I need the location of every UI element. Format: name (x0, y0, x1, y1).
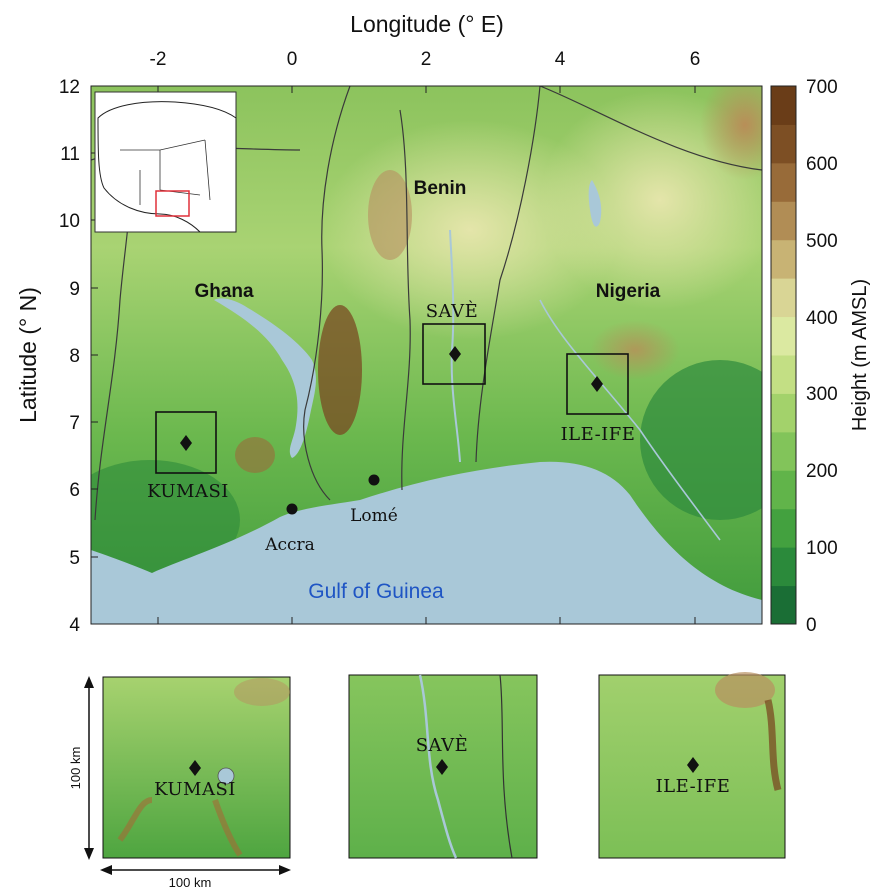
inset-panel-kumasi: KUMASI (102, 676, 291, 859)
site-label: ILE-IFE (561, 424, 636, 445)
y-tick-label: 8 (69, 346, 80, 367)
gulf-of-guinea (91, 461, 762, 624)
inset-site-label: KUMASI (154, 779, 236, 800)
border-togo-benin (399, 109, 411, 491)
africa-borders (120, 139, 211, 205)
colorbar-label: Height (m AMSL) (849, 279, 871, 431)
colorbar-tick-label: 100 (806, 538, 838, 559)
atakora-ridge (368, 170, 412, 260)
city-label-accra: Accra (264, 535, 315, 555)
colorbar-band (771, 162, 796, 202)
colorbar-band (771, 355, 796, 394)
colorbar-band (771, 547, 796, 587)
border-north-benin (539, 86, 762, 171)
x-tick-label: -2 (150, 49, 167, 70)
vertical-scale-bar: 100 km (68, 676, 94, 860)
ife-highland (590, 320, 680, 380)
colorbar-tick-label: 200 (806, 461, 838, 482)
city-marker-accra (286, 503, 298, 515)
colorbar-band (771, 124, 796, 164)
sea-label: Gulf of Guinea (308, 580, 444, 603)
colorbar-tick-label: 600 (806, 154, 838, 175)
colorbar-tick-label: 0 (806, 615, 817, 636)
inset-site-label: ILE-IFE (656, 776, 731, 797)
colorbar-tick-label: 400 (806, 308, 838, 329)
colorbar-band (771, 393, 796, 433)
site-marker (189, 760, 201, 776)
elevation-colorbar (771, 86, 796, 625)
y-tick-label: 6 (69, 480, 80, 501)
country-label-benin: Benin (414, 178, 467, 199)
colorbar-tick-label: 500 (806, 231, 838, 252)
x-tick-label: 4 (555, 49, 566, 70)
africa-outline (97, 101, 237, 233)
country-label-ghana: Ghana (194, 281, 254, 302)
x-tick-label: 2 (421, 49, 432, 70)
lowland-west (91, 460, 240, 580)
x-tick-marks (157, 86, 696, 624)
colorbar-band (771, 585, 796, 625)
site-save: SAVÈ (422, 299, 486, 385)
scale-label-vertical: 100 km (68, 747, 83, 790)
colorbar-band (771, 316, 796, 356)
colorbar-band (771, 278, 796, 318)
site-marker (449, 346, 461, 362)
site-marker (180, 435, 192, 451)
colorbar-band (771, 431, 796, 471)
scale-label-horizontal: 100 km (169, 875, 212, 890)
y-tick-label: 12 (59, 77, 80, 98)
y-tick-label: 9 (69, 279, 80, 300)
site-label: KUMASI (147, 481, 229, 502)
y-tick-label: 11 (60, 144, 80, 165)
site-marker (591, 376, 603, 392)
horizontal-scale-bar: 100 km (100, 865, 291, 890)
inset-panel-save: SAVÈ (348, 674, 538, 859)
x-axis-label: Longitude (° E) (350, 11, 504, 37)
kwahu-ridge (235, 437, 275, 473)
lake-volta (214, 298, 316, 458)
site-ile-ife: ILE-IFE (561, 353, 636, 445)
y-tick-label: 7 (69, 413, 80, 434)
x-tick-label: 6 (690, 49, 701, 70)
site-marker (687, 757, 699, 773)
y-axis-label: Latitude (° N) (15, 287, 41, 423)
lowland-east (640, 360, 762, 520)
country-label-nigeria: Nigeria (596, 281, 661, 302)
site-kumasi: KUMASI (147, 411, 229, 502)
y-tick-label: 4 (69, 615, 80, 636)
colorbar-tick-label: 700 (806, 77, 838, 98)
border-ghana-togo (303, 86, 351, 501)
colorbar-band (771, 508, 796, 548)
colorbar-band (771, 239, 796, 279)
colorbar-frame (770, 85, 797, 625)
colorbar-band (771, 201, 796, 241)
togo-mountains (318, 305, 362, 435)
city-marker-lome (368, 474, 380, 486)
city-label-lome: Lomé (350, 506, 398, 526)
border-benin-nigeria (475, 86, 541, 463)
study-area-box (155, 190, 190, 217)
site-marker (436, 759, 448, 775)
inset-site-label: SAVÈ (416, 733, 469, 756)
colorbar-tick-label: 300 (806, 384, 838, 405)
y-tick-label: 5 (69, 548, 80, 569)
y-tick-label: 10 (59, 211, 80, 232)
colorbar-band (771, 86, 796, 125)
ogun-river (539, 299, 721, 541)
inset-panel-ile-ife: ILE-IFE (598, 672, 786, 859)
terrain-map (91, 86, 762, 624)
x-tick-label: 0 (287, 49, 298, 70)
africa-locator-inset (94, 91, 237, 233)
northern-lake (588, 180, 602, 227)
site-label: SAVÈ (426, 299, 479, 322)
northeast-highland (700, 86, 762, 180)
colorbar-band (771, 470, 796, 510)
